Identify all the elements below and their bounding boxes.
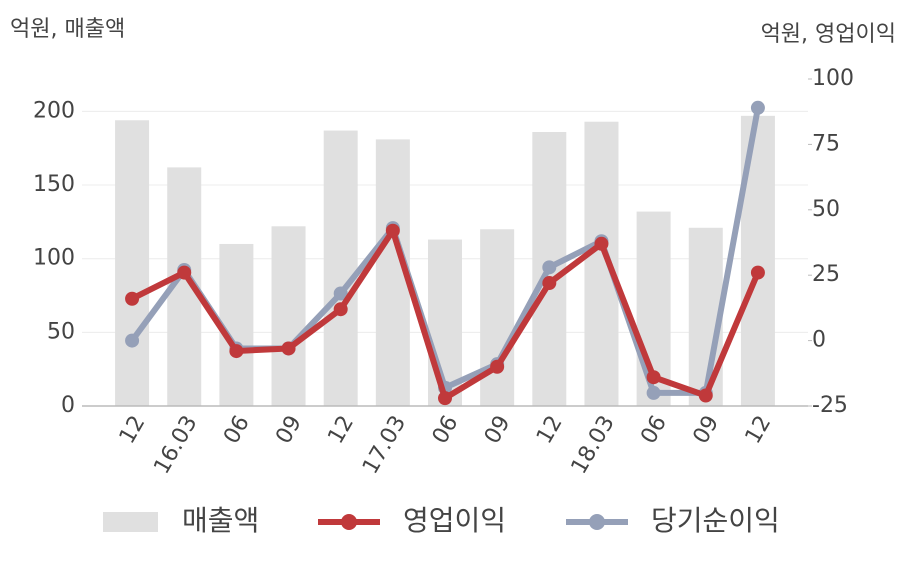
x-tick-label: 12 bbox=[323, 412, 359, 449]
y-tick-label: 100 bbox=[33, 246, 75, 271]
legend: 매출액 영업이익 당기순이익 bbox=[103, 504, 780, 537]
y2-tick-label: 75 bbox=[812, 131, 840, 156]
y-tick-label: 150 bbox=[33, 172, 75, 197]
y2-tick-label: 50 bbox=[812, 197, 840, 222]
marker bbox=[594, 236, 609, 251]
marker bbox=[646, 385, 661, 400]
legend-marker bbox=[589, 514, 605, 530]
y2-tick-label: 100 bbox=[812, 66, 854, 91]
marker bbox=[542, 260, 557, 275]
x-tick-label: 12 bbox=[532, 412, 568, 449]
x-tick-label: 09 bbox=[271, 412, 307, 449]
bar bbox=[271, 226, 306, 406]
x-tick-label: 16.03 bbox=[149, 412, 202, 479]
legend-marker bbox=[341, 514, 357, 530]
y-tick-label: 50 bbox=[47, 319, 75, 344]
marker bbox=[385, 223, 400, 238]
y-axis-title: 억원, 매출액 bbox=[10, 17, 125, 42]
x-tick-label: 06 bbox=[219, 412, 255, 449]
bar bbox=[219, 243, 254, 406]
marker bbox=[490, 359, 505, 374]
marker bbox=[125, 333, 140, 348]
x-tick-label: 12 bbox=[741, 412, 777, 449]
x-tick-label: 18.03 bbox=[567, 412, 620, 479]
x-tick-label: 17.03 bbox=[358, 412, 411, 479]
y-tick-label: 200 bbox=[33, 98, 75, 123]
y2-tick-label: 25 bbox=[812, 262, 840, 287]
x-tick-label: 09 bbox=[689, 412, 725, 449]
bar bbox=[480, 229, 515, 406]
legend-label: 매출액 bbox=[182, 504, 259, 537]
marker bbox=[333, 302, 348, 317]
marker bbox=[438, 391, 452, 406]
x-tick-label: 12 bbox=[115, 412, 151, 449]
x-tick-label: 06 bbox=[636, 412, 672, 449]
marker bbox=[281, 341, 296, 356]
marker bbox=[646, 370, 661, 385]
marker bbox=[750, 100, 765, 115]
y2-tick-label: -25 bbox=[812, 393, 848, 418]
marker bbox=[177, 265, 192, 280]
y2-axis-title: 억원, 영업이익 bbox=[761, 22, 896, 47]
y-tick-label: 0 bbox=[61, 393, 75, 418]
bar bbox=[115, 120, 150, 407]
y2-tick-label: 0 bbox=[812, 328, 826, 353]
x-tick-label: 09 bbox=[480, 411, 516, 448]
marker bbox=[698, 388, 713, 403]
x-tick-label: 06 bbox=[428, 412, 464, 449]
legend-swatch bbox=[103, 512, 158, 532]
bar bbox=[584, 121, 619, 406]
marker bbox=[750, 265, 765, 280]
marker bbox=[125, 291, 140, 306]
legend-label: 당기순이익 bbox=[651, 504, 780, 537]
marker bbox=[333, 286, 348, 301]
bar bbox=[323, 130, 358, 406]
legend-label: 영업이익 bbox=[403, 504, 506, 537]
marker bbox=[542, 276, 557, 291]
marker bbox=[229, 344, 244, 359]
